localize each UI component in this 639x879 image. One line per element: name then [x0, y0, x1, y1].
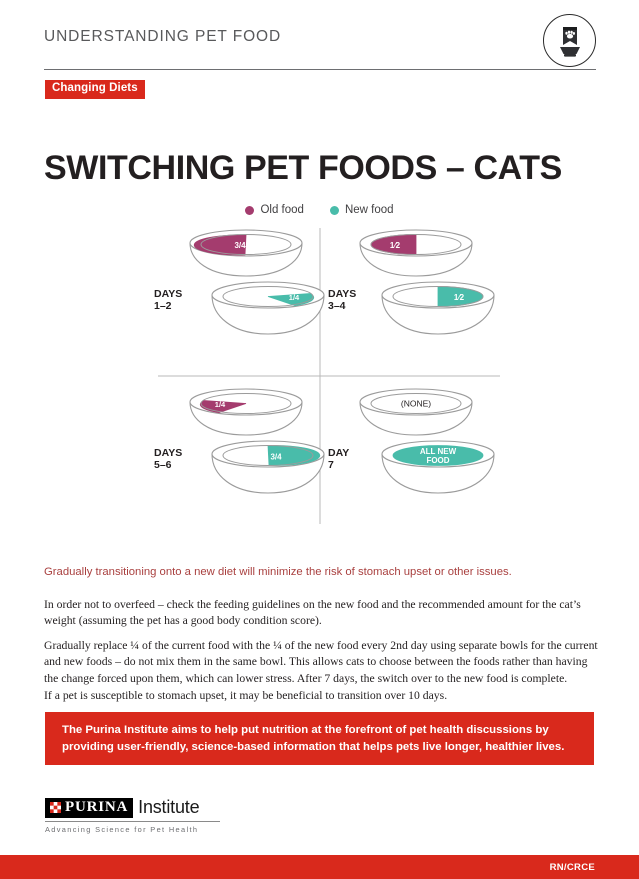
legend-label-old-food: Old food — [260, 204, 304, 216]
day-label-q2-line2: 3–4 — [328, 300, 346, 312]
day-label-q3-line2: 5–6 — [154, 459, 172, 471]
quadrant-days-1-2: 3/4 1/4 DAYS 1–2 — [154, 229, 325, 335]
quadrant-day-7: (NONE) ALL NEW FOOD DAY 7 — [328, 388, 495, 494]
body-paragraph-1: In order not to overfeed – check the fee… — [44, 597, 581, 628]
body-paragraph-2: Gradually replace ¼ of the current food … — [44, 638, 598, 686]
new-bowl-amount-q4-line1: ALL NEW — [420, 447, 457, 456]
header-divider — [44, 69, 596, 71]
body-paragraph-3: If a pet is susceptible to stomach upset… — [44, 688, 448, 702]
page-header: UNDERSTANDING PET FOOD — [44, 14, 596, 67]
day-label-q1-line1: DAYS — [154, 288, 182, 300]
lead-paragraph: Gradually transitioning onto a new diet … — [44, 566, 512, 579]
institute-text: Institute — [138, 797, 200, 817]
new-bowl-amount-q1: 1/4 — [289, 293, 300, 302]
old-bowl-amount-q4: (NONE) — [401, 399, 431, 409]
day-label-q4-line2: 7 — [328, 459, 334, 471]
day-label-q3-line1: DAYS — [154, 447, 182, 459]
transition-diagram: 3/4 1/4 DAYS 1–2 1⁄2 — [140, 224, 540, 536]
new-bowl-amount-q2: 1⁄2 — [454, 293, 465, 302]
checkerboard-icon — [50, 801, 61, 813]
old-bowl-amount-q3: 1/4 — [215, 400, 226, 409]
footer-code: RN/CRCE — [549, 861, 595, 873]
legend-item-old-food: Old food — [245, 204, 304, 216]
purina-wordmark: PURINA — [45, 797, 134, 818]
old-bowl-amount-q1: 3/4 — [234, 241, 246, 250]
purina-brand-text: PURINA — [65, 798, 129, 815]
mission-callout-box: The Purina Institute aims to help put nu… — [45, 712, 594, 765]
pet-food-bag-icon — [543, 14, 596, 67]
header-title: UNDERSTANDING PET FOOD — [44, 28, 282, 45]
purina-institute-logo: PURINA Institute Advancing Science for P… — [45, 797, 275, 837]
legend-label-new-food: New food — [344, 204, 394, 216]
day-label-q4-line1: DAY — [328, 447, 349, 459]
category-badge: Changing Diets — [45, 80, 145, 99]
quadrant-days-3-4: 1⁄2 1⁄2 DAYS 3–4 — [328, 229, 495, 335]
footer-bar: RN/CRCE — [0, 855, 639, 879]
logo-tagline: Advancing Science for Pet Health — [45, 825, 199, 834]
mission-callout-text: The Purina Institute aims to help put nu… — [62, 724, 565, 753]
new-bowl-amount-q3: 3/4 — [270, 453, 282, 462]
legend-item-new-food: New food — [329, 204, 394, 216]
logo-divider — [45, 821, 220, 822]
legend: Old food New food — [0, 204, 639, 216]
new-bowl-amount-q4-line2: FOOD — [426, 456, 449, 465]
quadrant-days-5-6: 1/4 3/4 DAYS 5–6 — [154, 388, 325, 494]
day-label-q1-line2: 1–2 — [154, 300, 172, 312]
day-label-q2-line1: DAYS — [328, 288, 356, 300]
page-title: SWITCHING PET FOODS – CATS — [44, 148, 562, 187]
old-food-dot-icon — [245, 205, 255, 215]
new-food-dot-icon — [329, 205, 339, 215]
old-bowl-amount-q2: 1⁄2 — [390, 241, 401, 250]
